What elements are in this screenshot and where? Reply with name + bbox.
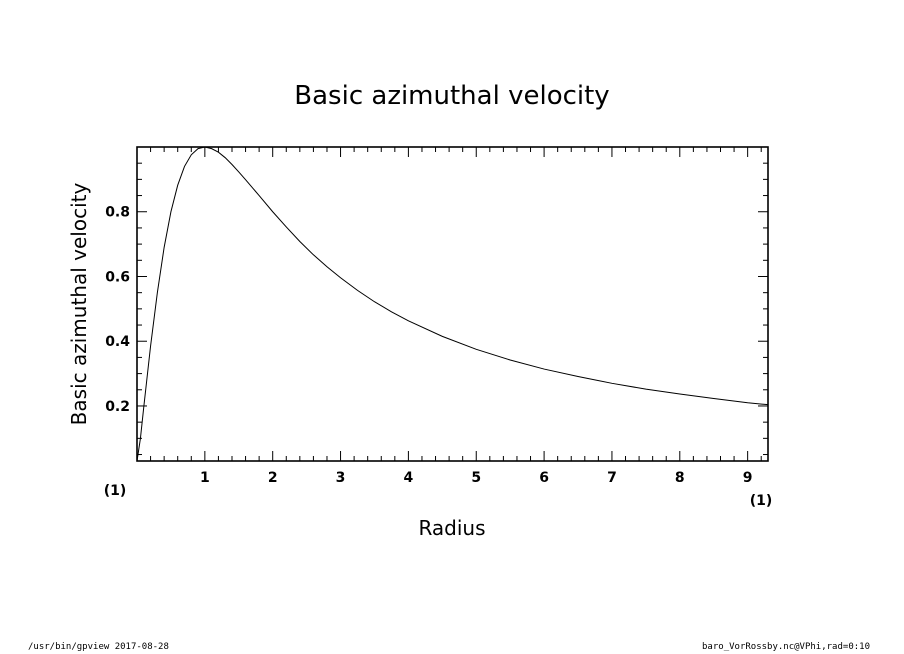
x-tick-label: 8 bbox=[675, 470, 685, 486]
x-tick-labels: 1 2 3 4 5 6 7 8 9 bbox=[200, 470, 753, 486]
x-tick-label: 5 bbox=[471, 470, 481, 486]
y-tick-label: 0.8 bbox=[105, 205, 130, 221]
x-tick-label: 3 bbox=[336, 470, 346, 486]
x-axis-unit-label: (1) bbox=[750, 493, 773, 509]
x-origin-unit-label: (1) bbox=[104, 483, 127, 499]
x-tick-label: 6 bbox=[539, 470, 549, 486]
x-tick-label: 7 bbox=[607, 470, 617, 486]
footer-left: /usr/bin/gpview 2017-08-28 bbox=[28, 642, 169, 652]
x-tick-label: 2 bbox=[268, 470, 278, 486]
x-tick-label: 9 bbox=[743, 470, 753, 486]
series-line-velocity bbox=[136, 146, 769, 462]
x-tick-label: 4 bbox=[404, 470, 414, 486]
x-tick-label: 1 bbox=[200, 470, 210, 486]
y-tick-labels: 0.2 0.4 0.6 0.8 bbox=[105, 205, 130, 415]
y-tick-label: 0.6 bbox=[105, 269, 130, 285]
chart-title: Basic azimuthal velocity bbox=[294, 81, 609, 111]
axis-ticks bbox=[137, 147, 768, 461]
y-tick-label: 0.4 bbox=[105, 334, 130, 350]
y-tick-label: 0.2 bbox=[105, 399, 130, 415]
footer-right: baro_VorRossby.nc@VPhi,rad=0:10 bbox=[702, 642, 870, 652]
y-axis-label: Basic azimuthal velocity bbox=[67, 183, 91, 426]
plot-frame bbox=[136, 146, 769, 462]
x-axis-label: Radius bbox=[418, 516, 485, 540]
